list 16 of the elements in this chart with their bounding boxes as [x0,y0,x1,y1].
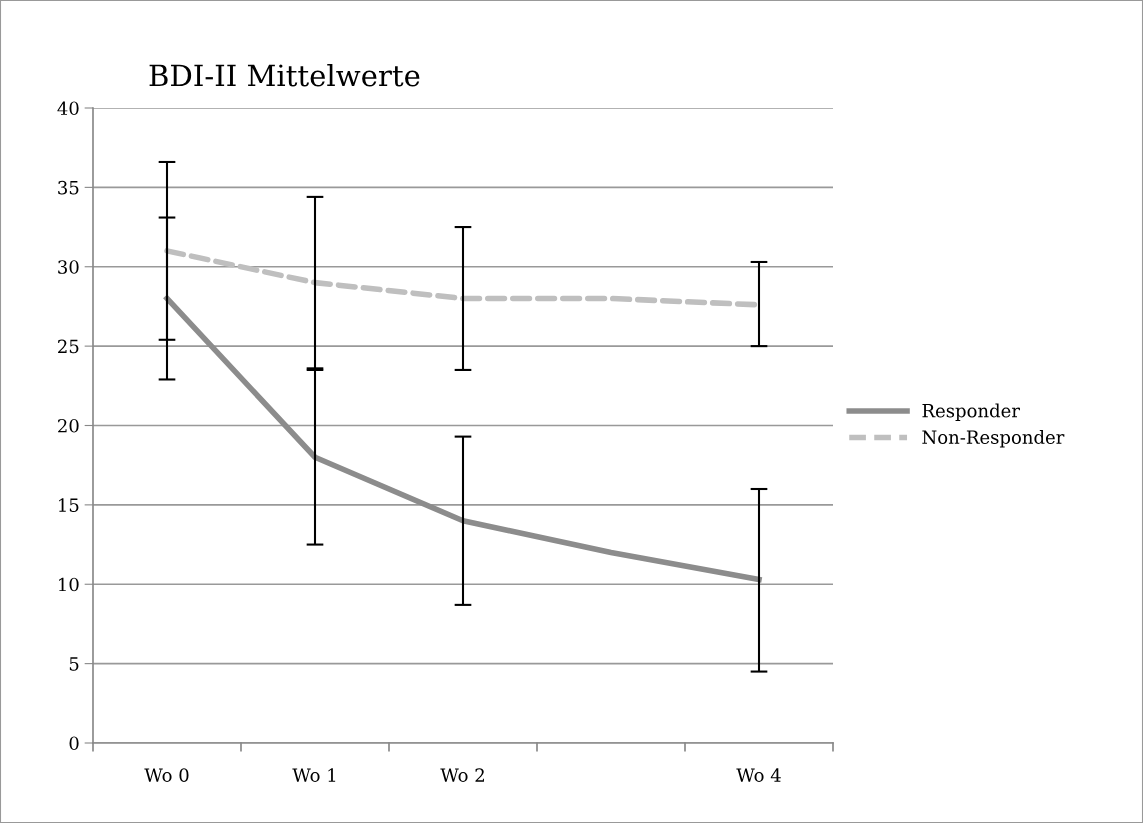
y-tick-label: 40 [57,101,79,116]
x-tick-label: Wo 4 [736,768,781,782]
y-tick-label: 10 [59,577,79,592]
y-tick-label: 35 [58,180,79,195]
y-tick-label: 30 [58,260,79,274]
x-tick-label: Wo 0 [144,768,189,782]
y-tick-label: 15 [59,498,79,512]
y-tick-label: 0 [69,736,79,751]
x-tick-label: Wo 2 [440,768,484,782]
legend-label: Responder [922,403,1020,421]
x-tick-label: Wo 1 [292,768,336,782]
y-tick-label: 20 [58,418,79,433]
y-tick-label: 5 [69,657,79,671]
y-tick-label: 25 [58,339,79,354]
chart-title: BDI-II Mittelwerte [149,63,420,87]
legend-label: Non-Responder [922,430,1065,448]
